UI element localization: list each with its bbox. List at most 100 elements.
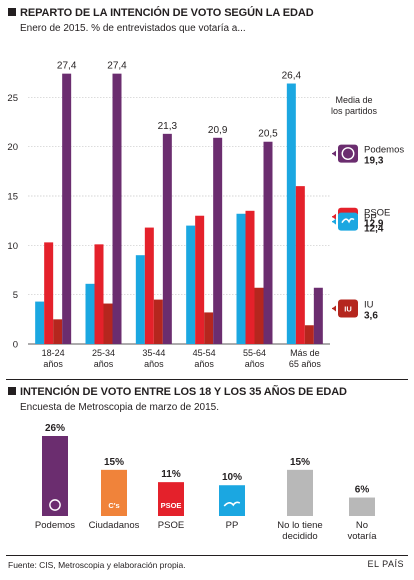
source-note: Fuente: CIS, Metroscopia y elaboración p… bbox=[8, 560, 186, 570]
pp-gull-shape bbox=[223, 501, 241, 507]
x-tick-label: años bbox=[94, 359, 114, 369]
bar-pp bbox=[236, 213, 246, 344]
bar-podemos bbox=[112, 73, 122, 345]
legend-logo-pp bbox=[338, 212, 358, 231]
pp-gull-shape bbox=[341, 217, 355, 224]
footer-divider bbox=[6, 555, 408, 556]
podemos-circle-shape bbox=[341, 147, 355, 161]
bar-psoe bbox=[195, 215, 205, 344]
legend-pointer-arrow bbox=[332, 218, 336, 225]
legend-name: IU bbox=[364, 299, 374, 310]
value-label: 26,4 bbox=[282, 71, 302, 82]
bar-iu bbox=[53, 319, 63, 344]
legend-pointer-arrow bbox=[332, 305, 336, 312]
legend-value: 19,3 bbox=[364, 156, 384, 167]
legend-name: Podemos bbox=[364, 145, 404, 156]
x-tick-label: No lo tiene bbox=[277, 520, 322, 531]
brand-name: EL PAÍS bbox=[367, 559, 404, 569]
value-label: 26% bbox=[45, 423, 65, 434]
chart1-title-text: REPARTO DE LA INTENCIÓN DE VOTO SEGÚN LA… bbox=[20, 7, 314, 19]
y-tick-label: 5 bbox=[13, 290, 18, 301]
bar-psoe bbox=[144, 227, 154, 344]
chart2-young-vote-chart: 26% Podemos 15% C's Ciudadanos 11% PSOE PSOE 10%… bbox=[35, 423, 377, 542]
value-label: 15% bbox=[290, 457, 310, 468]
value-label: 27,4 bbox=[57, 61, 77, 72]
bar-podemos bbox=[263, 141, 273, 344]
x-tick-label: 45-54 bbox=[193, 348, 216, 358]
bar-podemos bbox=[62, 73, 72, 345]
bar-psoe bbox=[94, 244, 104, 344]
y-tick-label: 20 bbox=[7, 142, 18, 153]
x-tick-label: Más de bbox=[290, 348, 320, 358]
chart1-subtitle: Enero de 2015. % de entrevistados que vo… bbox=[20, 23, 246, 34]
y-tick-label: 15 bbox=[7, 192, 18, 203]
bar-no-lo-tiene-decidido bbox=[287, 469, 313, 516]
psoe-rose-text: PSOE bbox=[161, 501, 182, 510]
bar-podemos bbox=[42, 436, 68, 516]
value-label: 6% bbox=[355, 485, 370, 496]
bar-iu bbox=[103, 303, 113, 344]
x-tick-label: 65 años bbox=[289, 359, 322, 369]
x-tick-label: decidido bbox=[282, 531, 317, 542]
x-tick-label: No bbox=[356, 520, 368, 531]
value-label: 10% bbox=[222, 472, 242, 483]
legend-pointer-arrow bbox=[332, 150, 336, 157]
bar-podemos bbox=[162, 133, 172, 344]
legend-pointer-arrow bbox=[332, 213, 336, 220]
chart2-subtitle: Encuesta de Metroscopia de marzo de 2015… bbox=[20, 402, 220, 413]
legend-value: 12,9 bbox=[364, 219, 384, 230]
title-square-icon bbox=[8, 8, 16, 16]
podemos-circle-icon bbox=[49, 499, 61, 511]
cs-logo-text: C's bbox=[108, 501, 119, 510]
legend-name: PP bbox=[364, 213, 377, 224]
bar-psoe bbox=[245, 210, 255, 344]
x-tick-label: años bbox=[194, 359, 214, 369]
pp-gull-icon bbox=[223, 501, 241, 507]
x-tick-label: 55-64 bbox=[243, 348, 266, 358]
section-divider bbox=[6, 379, 408, 380]
chart1-title: REPARTO DE LA INTENCIÓN DE VOTO SEGÚN LA… bbox=[8, 7, 314, 19]
value-label: 27,4 bbox=[107, 61, 127, 72]
bar-pp bbox=[35, 301, 45, 344]
bar-pp bbox=[286, 83, 296, 344]
legend-title: Media de bbox=[335, 95, 372, 105]
iu-logo-icon: IU bbox=[344, 304, 352, 313]
value-label: 20,9 bbox=[208, 125, 228, 136]
x-tick-label: años bbox=[245, 359, 265, 369]
y-tick-label: 0 bbox=[13, 340, 18, 351]
iu-logo-text: IU bbox=[344, 304, 352, 313]
bar-psoe bbox=[158, 482, 184, 516]
bar-iu bbox=[204, 312, 214, 344]
x-tick-label: PP bbox=[226, 520, 239, 531]
value-label: 15% bbox=[104, 457, 124, 468]
bar-pp bbox=[85, 283, 95, 344]
x-tick-label: 35-44 bbox=[142, 348, 165, 358]
x-tick-label: Ciudadanos bbox=[89, 520, 140, 531]
podemos-circle-shape bbox=[49, 499, 61, 511]
chart2-title-text: INTENCIÓN DE VOTO ENTRE LOS 18 Y LOS 35 … bbox=[20, 386, 347, 398]
value-label: 11% bbox=[161, 469, 181, 480]
bar-iu bbox=[254, 287, 264, 344]
legend-title: los partidos bbox=[331, 106, 378, 116]
legend-value: 3,6 bbox=[364, 310, 378, 321]
x-tick-label: 25-34 bbox=[92, 348, 115, 358]
legend-name: PSOE bbox=[364, 208, 390, 219]
value-label: 21,3 bbox=[158, 121, 178, 132]
chart2-title: INTENCIÓN DE VOTO ENTRE LOS 18 Y LOS 35 … bbox=[8, 386, 347, 398]
x-tick-label: Podemos bbox=[35, 520, 75, 531]
x-tick-label: años bbox=[43, 359, 63, 369]
legend-logo-iu bbox=[338, 299, 358, 318]
bar-no-votaría bbox=[349, 497, 375, 516]
bar-ciudadanos bbox=[101, 469, 127, 516]
pp-gull-icon bbox=[341, 217, 355, 224]
legend-value: 12,4 bbox=[364, 224, 384, 235]
y-tick-label: 25 bbox=[7, 93, 18, 104]
x-tick-label: años bbox=[144, 359, 164, 369]
podemos-circle-icon bbox=[341, 147, 355, 161]
psoe-rose-icon: PSOE bbox=[161, 501, 182, 510]
bar-iu bbox=[304, 325, 314, 344]
title-square-icon bbox=[8, 387, 16, 395]
bar-iu bbox=[153, 299, 163, 344]
bar-psoe bbox=[295, 186, 305, 344]
